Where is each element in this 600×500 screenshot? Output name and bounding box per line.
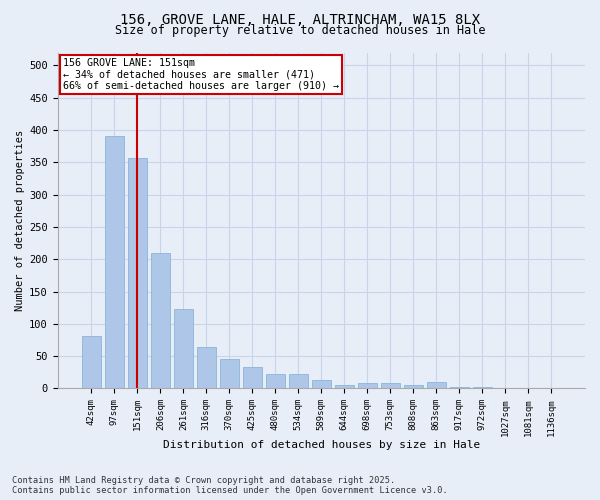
- Bar: [151, 254, 170, 388]
- Bar: [449, 386, 469, 388]
- X-axis label: Distribution of detached houses by size in Hale: Distribution of detached houses by size …: [163, 440, 480, 450]
- Bar: [242, 367, 262, 388]
- Bar: [404, 386, 423, 388]
- Bar: [104, 136, 124, 388]
- Bar: [358, 384, 377, 388]
- Bar: [311, 380, 331, 388]
- Text: 156 GROVE LANE: 151sqm
← 34% of detached houses are smaller (471)
66% of semi-de: 156 GROVE LANE: 151sqm ← 34% of detached…: [63, 58, 339, 90]
- Bar: [197, 347, 216, 389]
- Text: 156, GROVE LANE, HALE, ALTRINCHAM, WA15 8LX: 156, GROVE LANE, HALE, ALTRINCHAM, WA15 …: [120, 12, 480, 26]
- Text: Size of property relative to detached houses in Hale: Size of property relative to detached ho…: [115, 24, 485, 37]
- Bar: [289, 374, 308, 388]
- Bar: [473, 387, 492, 388]
- Bar: [427, 382, 446, 388]
- Bar: [128, 158, 147, 388]
- Bar: [220, 359, 239, 388]
- Y-axis label: Number of detached properties: Number of detached properties: [15, 130, 25, 311]
- Text: Contains HM Land Registry data © Crown copyright and database right 2025.
Contai: Contains HM Land Registry data © Crown c…: [12, 476, 448, 495]
- Bar: [335, 384, 354, 388]
- Bar: [380, 384, 400, 388]
- Bar: [266, 374, 285, 388]
- Bar: [82, 336, 101, 388]
- Bar: [173, 309, 193, 388]
